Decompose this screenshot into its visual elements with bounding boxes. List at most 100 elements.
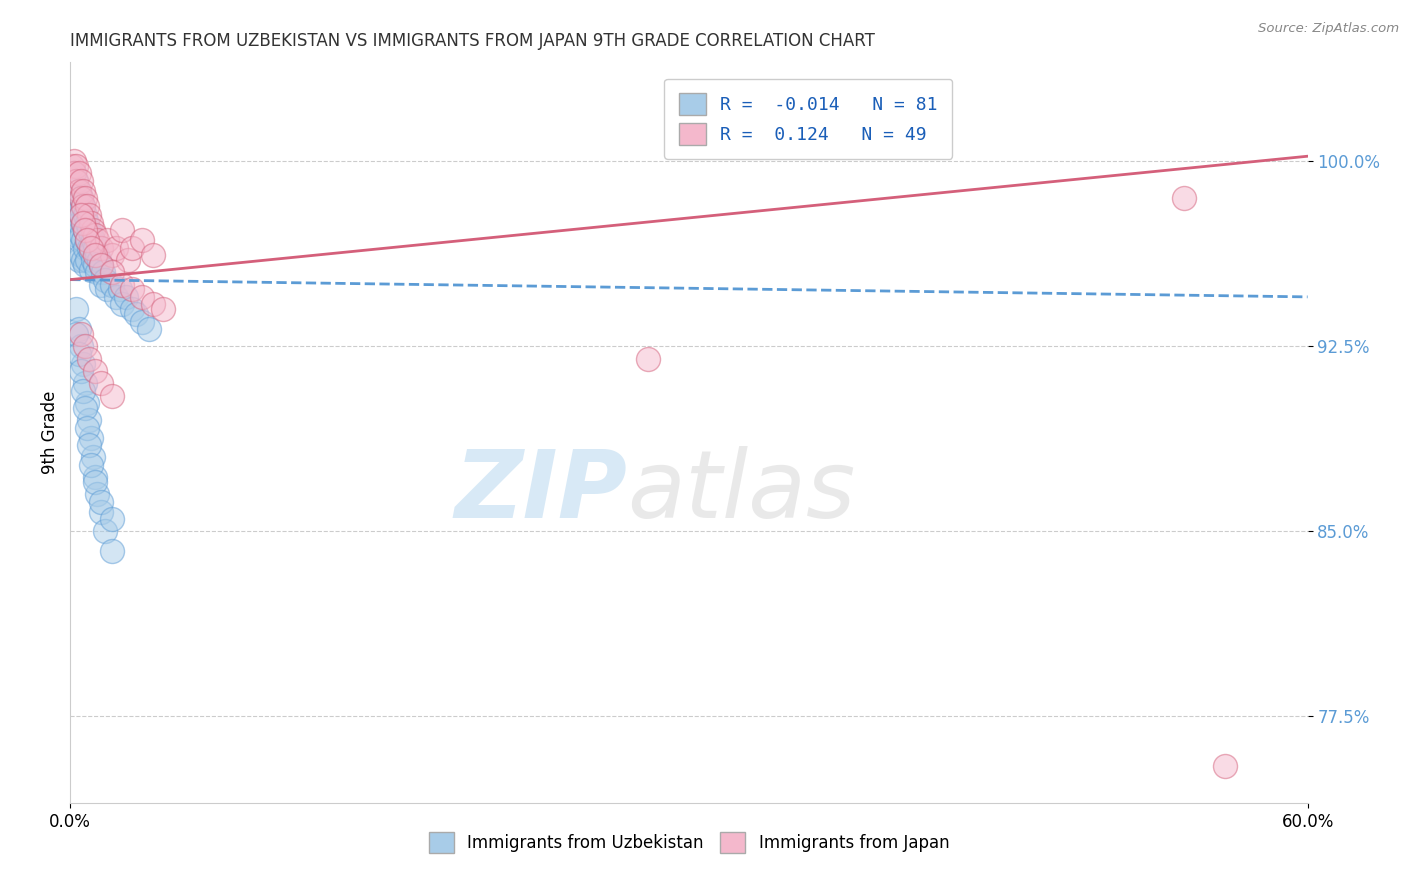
Point — [73, 339, 96, 353]
Point — [69, 228, 91, 243]
Point — [108, 283, 131, 297]
Point — [111, 277, 134, 292]
Point — [77, 351, 100, 366]
Point — [69, 339, 91, 353]
Text: IMMIGRANTS FROM UZBEKISTAN VS IMMIGRANTS FROM JAPAN 9TH GRADE CORRELATION CHART: IMMIGRANTS FROM UZBEKISTAN VS IMMIGRANTS… — [70, 32, 875, 50]
Point — [65, 191, 87, 205]
Point — [84, 228, 107, 243]
Point — [72, 198, 94, 212]
Point — [80, 262, 103, 277]
Point — [96, 283, 118, 297]
Point — [69, 326, 91, 341]
Point — [1213, 758, 1236, 772]
Point — [67, 346, 90, 360]
Point — [72, 252, 94, 267]
Point — [82, 223, 104, 237]
Point — [73, 191, 96, 205]
Point — [96, 233, 118, 247]
Point — [104, 240, 127, 255]
Point — [77, 223, 100, 237]
Point — [65, 326, 87, 341]
Point — [89, 252, 111, 267]
Point — [80, 228, 103, 243]
Point — [84, 240, 107, 255]
Point — [63, 166, 86, 180]
Point — [76, 420, 98, 434]
Point — [90, 277, 112, 292]
Point — [90, 258, 112, 272]
Point — [67, 216, 90, 230]
Point — [69, 191, 91, 205]
Point — [100, 265, 122, 279]
Point — [121, 283, 143, 297]
Point — [76, 198, 98, 212]
Point — [65, 228, 87, 243]
Point — [84, 475, 107, 489]
Point — [80, 245, 103, 260]
Point — [84, 470, 107, 484]
Point — [77, 209, 100, 223]
Point — [76, 233, 98, 247]
Point — [63, 184, 86, 198]
Point — [131, 290, 153, 304]
Point — [90, 494, 112, 508]
Point — [100, 248, 122, 262]
Legend: Immigrants from Uzbekistan, Immigrants from Japan: Immigrants from Uzbekistan, Immigrants f… — [420, 824, 957, 861]
Point — [65, 302, 87, 317]
Point — [65, 209, 87, 223]
Point — [84, 258, 107, 272]
Point — [72, 384, 94, 398]
Point — [73, 240, 96, 255]
Point — [72, 216, 94, 230]
Point — [77, 413, 100, 427]
Point — [90, 505, 112, 519]
Point — [80, 240, 103, 255]
Point — [94, 524, 117, 539]
Point — [94, 272, 117, 286]
Point — [100, 512, 122, 526]
Point — [91, 265, 114, 279]
Point — [80, 431, 103, 445]
Point — [67, 184, 90, 198]
Point — [73, 258, 96, 272]
Point — [131, 233, 153, 247]
Point — [67, 166, 90, 180]
Point — [80, 458, 103, 472]
Text: ZIP: ZIP — [454, 446, 627, 538]
Point — [72, 184, 94, 198]
Point — [111, 297, 134, 311]
Point — [67, 184, 90, 198]
Point — [76, 233, 98, 247]
Point — [73, 209, 96, 223]
Point — [117, 252, 139, 267]
Point — [67, 252, 90, 267]
Point — [1173, 191, 1195, 205]
Point — [90, 240, 112, 255]
Point — [86, 265, 108, 279]
Text: atlas: atlas — [627, 446, 855, 537]
Point — [65, 159, 87, 173]
Point — [84, 364, 107, 378]
Point — [100, 388, 122, 402]
Text: Source: ZipAtlas.com: Source: ZipAtlas.com — [1258, 22, 1399, 36]
Point — [67, 198, 90, 212]
Point — [115, 290, 138, 304]
Point — [72, 198, 94, 212]
Point — [65, 174, 87, 188]
Point — [69, 209, 91, 223]
Point — [82, 233, 104, 247]
Point — [69, 191, 91, 205]
Point — [77, 438, 100, 452]
Point — [86, 248, 108, 262]
Point — [138, 322, 160, 336]
Point — [65, 174, 87, 188]
Point — [131, 314, 153, 328]
Point — [125, 307, 148, 321]
Point — [142, 248, 165, 262]
Point — [73, 223, 96, 237]
Point — [73, 223, 96, 237]
Point — [142, 297, 165, 311]
Point — [100, 544, 122, 558]
Point — [76, 396, 98, 410]
Point — [121, 240, 143, 255]
